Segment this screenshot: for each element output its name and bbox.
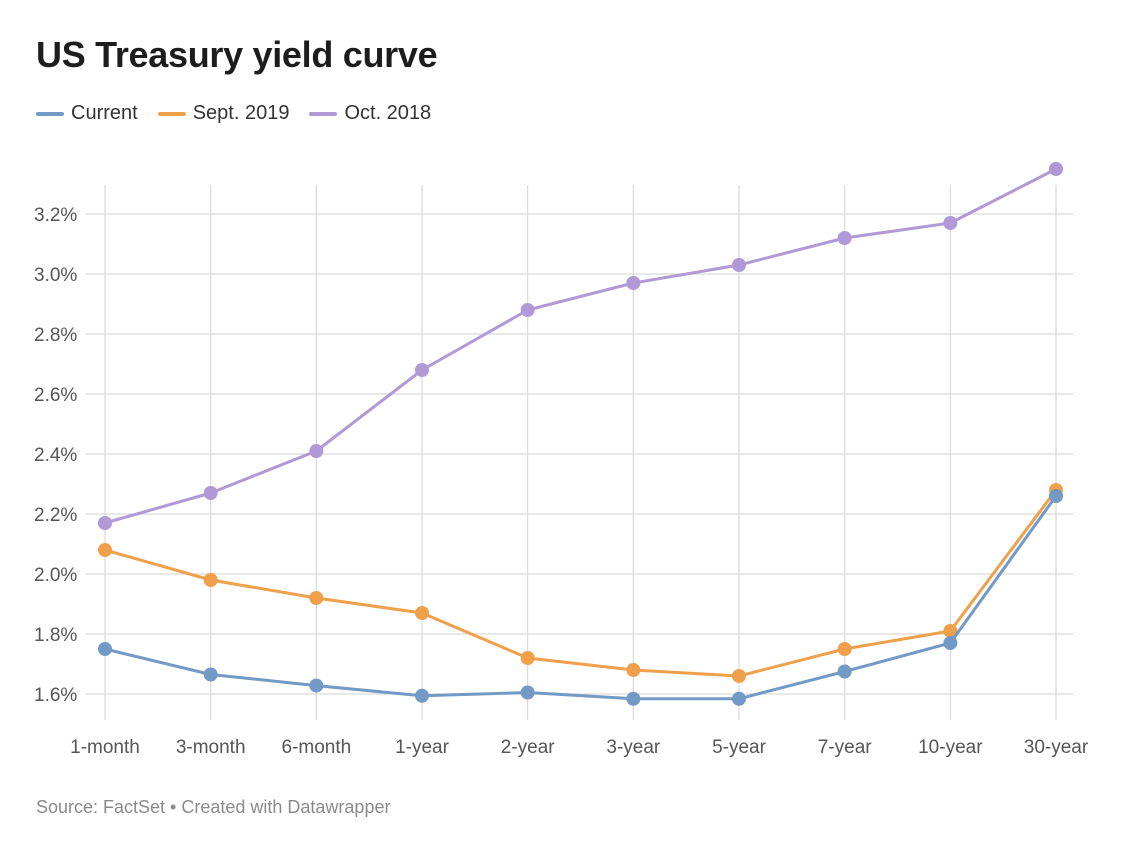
y-tick-label: 2.4%: [34, 445, 77, 466]
data-point-oct-2018: [203, 486, 218, 500]
legend-item-sept-2019: Sept. 2019: [157, 102, 290, 125]
data-point-sept-2019: [732, 669, 746, 683]
data-point-sept-2019: [520, 651, 535, 665]
x-tick-label: 2-year: [501, 737, 556, 758]
x-tick-label: 3-year: [606, 737, 661, 758]
data-point-oct-2018: [415, 363, 429, 377]
data-point-oct-2018: [837, 231, 852, 245]
data-point-sept-2019: [98, 543, 112, 557]
y-tick-label: 2.8%: [34, 325, 77, 346]
data-point-oct-2018: [732, 258, 746, 272]
x-tick-label: 7-year: [818, 737, 873, 758]
data-point-current: [626, 691, 641, 706]
data-point-sept-2019: [203, 573, 218, 587]
y-tick-label: 2.2%: [34, 505, 77, 526]
x-tick-label: 6-month: [281, 737, 351, 758]
data-point-sept-2019: [415, 606, 429, 620]
data-point-current: [732, 691, 746, 706]
data-point-current: [203, 667, 218, 682]
x-tick-label: 10-year: [918, 737, 983, 758]
data-point-sept-2019: [309, 591, 324, 605]
data-point-current: [837, 664, 852, 679]
data-point-current: [943, 636, 958, 650]
legend-item-oct-2018: Oct. 2018: [309, 102, 431, 125]
series-line-sept-2019: [104, 489, 1058, 678]
legend: Current Sept. 2019 Oct. 2018: [36, 102, 431, 125]
legend-swatch-current: [36, 111, 64, 116]
y-tick-label: 2.0%: [34, 565, 77, 586]
data-point-oct-2018: [626, 276, 641, 290]
y-tick-label: 3.2%: [34, 205, 77, 226]
data-point-current: [415, 688, 429, 703]
data-point-oct-2018: [520, 303, 535, 317]
legend-label-current: Current: [71, 102, 138, 124]
legend-label-sept-2019: Sept. 2019: [192, 102, 290, 124]
data-point-sept-2019: [837, 642, 852, 656]
y-tick-label: 3.0%: [34, 265, 77, 286]
data-point-oct-2018: [1049, 162, 1063, 176]
source-footer: Source: FactSet • Created with Datawrapp…: [36, 797, 391, 817]
x-tick-label: 1-month: [70, 737, 140, 758]
data-point-oct-2018: [98, 516, 112, 530]
data-point-sept-2019: [626, 663, 641, 677]
y-tick-label: 1.8%: [34, 625, 77, 646]
x-tick-label: 30-year: [1024, 737, 1089, 758]
data-point-sept-2019: [943, 624, 958, 638]
data-point-current: [520, 685, 535, 700]
y-tick-label: 1.6%: [34, 685, 77, 706]
x-tick-label: 3-month: [176, 737, 246, 758]
y-tick-label: 2.6%: [34, 385, 77, 406]
data-point-oct-2018: [943, 216, 958, 230]
series-line-current: [104, 495, 1058, 701]
x-tick-label: 5-year: [712, 737, 767, 758]
legend-swatch-sept-2019: [157, 111, 186, 116]
data-point-current: [98, 642, 112, 656]
legend-swatch-oct-2018: [309, 111, 338, 116]
data-point-current: [1049, 489, 1063, 503]
data-point-current: [309, 678, 324, 693]
chart-title: US Treasury yield curve: [36, 34, 438, 75]
x-tick-label: 1-year: [395, 737, 450, 758]
data-point-oct-2018: [309, 444, 324, 458]
series-line-oct-2018: [104, 167, 1057, 525]
legend-item-current: Current: [36, 102, 138, 125]
legend-label-oct-2018: Oct. 2018: [344, 102, 432, 124]
